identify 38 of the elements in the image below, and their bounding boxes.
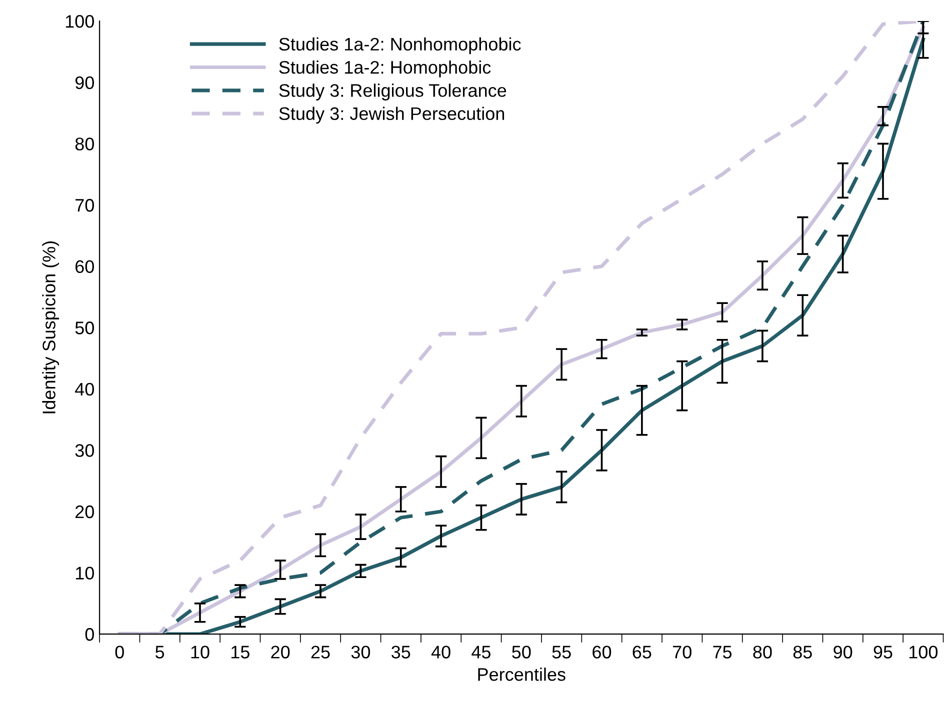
legend-label: Study 3: Religious Tolerance bbox=[279, 84, 506, 100]
x-tick-label: 5 bbox=[156, 646, 164, 658]
x-tick-label: 15 bbox=[231, 646, 250, 658]
y-axis-title: Identity Suspicion (%) bbox=[42, 241, 59, 414]
x-tick-label: 50 bbox=[512, 646, 531, 658]
x-tick-label: 95 bbox=[874, 646, 892, 658]
legend-label: Study 3: Jewish Persecution bbox=[279, 106, 504, 124]
x-tick-label: 35 bbox=[392, 646, 410, 658]
x-tick-label: 45 bbox=[472, 646, 491, 658]
x-tick-label: 60 bbox=[592, 646, 612, 658]
y-tick-label: 20 bbox=[76, 505, 94, 518]
y-tick-label: 30 bbox=[75, 444, 94, 457]
x-tick-label: 25 bbox=[311, 646, 330, 658]
y-tick-label: 0 bbox=[85, 628, 94, 641]
y-tick-label: 10 bbox=[76, 566, 94, 580]
x-tick-label: 70 bbox=[672, 646, 692, 658]
y-tick-label: 70 bbox=[76, 198, 94, 212]
legend-label: Studies 1a-2: Homophobic bbox=[279, 60, 491, 78]
x-tick-label: 90 bbox=[834, 646, 852, 658]
x-tick-label: 20 bbox=[271, 646, 290, 658]
y-tick-label: 90 bbox=[75, 76, 94, 90]
x-tick-label: 0 bbox=[115, 646, 124, 658]
legend-label: Studies 1a-2: Nonhomophobic bbox=[279, 37, 521, 54]
x-tick-label: 80 bbox=[753, 646, 772, 658]
x-tick-label: 55 bbox=[552, 646, 571, 658]
x-tick-label: 40 bbox=[431, 646, 450, 658]
y-tick-label: 40 bbox=[75, 382, 94, 396]
x-axis-title: Percentiles bbox=[478, 668, 566, 681]
x-tick-label: 30 bbox=[351, 646, 370, 658]
x-tick-label: 10 bbox=[191, 646, 210, 658]
y-tick-label: 50 bbox=[75, 322, 94, 334]
x-tick-label: 100 bbox=[909, 646, 938, 658]
y-tick-label: 60 bbox=[76, 260, 94, 274]
x-tick-label: 75 bbox=[713, 646, 732, 658]
x-tick-label: 65 bbox=[632, 646, 652, 658]
y-tick-label: 80 bbox=[75, 138, 94, 150]
x-tick-label: 85 bbox=[793, 646, 812, 658]
y-tick-label: 100 bbox=[66, 15, 94, 28]
